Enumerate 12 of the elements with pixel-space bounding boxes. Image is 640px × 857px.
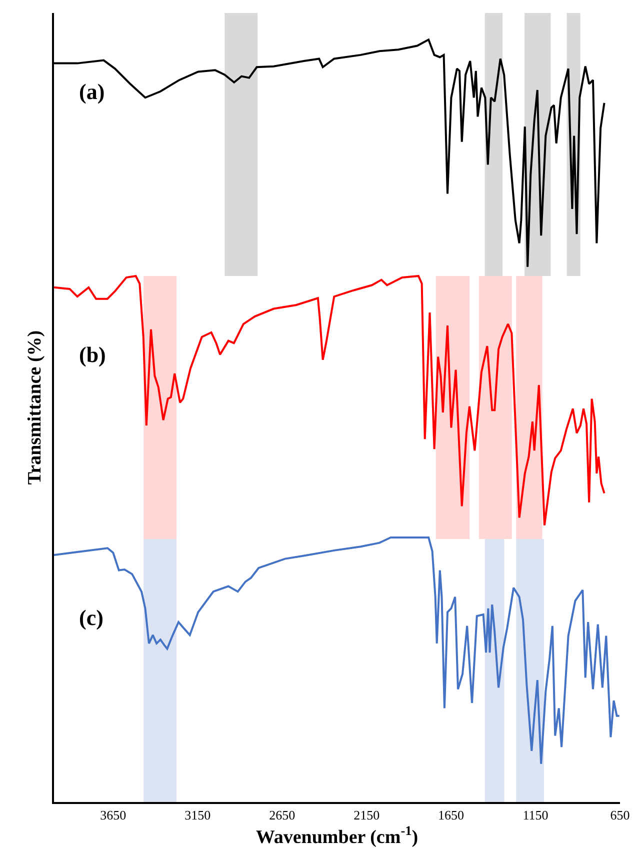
series-label: (b) bbox=[79, 342, 106, 367]
x-tick-label: 2650 bbox=[269, 808, 296, 823]
x-axis-title: Wavenumber (cm$^{-1}$) bbox=[256, 822, 418, 848]
x-tick-label: 3650 bbox=[100, 808, 126, 823]
series-label: (a) bbox=[79, 79, 105, 104]
series-label: (c) bbox=[79, 605, 104, 630]
x-tick-label: 1150 bbox=[522, 808, 548, 823]
x-tick-label: 650 bbox=[610, 808, 630, 823]
y-axis-title: Transmittance (%) bbox=[24, 330, 46, 485]
x-tick-label: 1650 bbox=[438, 808, 464, 823]
x-tick-label: 3150 bbox=[184, 808, 211, 823]
x-tick-label: 2150 bbox=[354, 808, 380, 823]
